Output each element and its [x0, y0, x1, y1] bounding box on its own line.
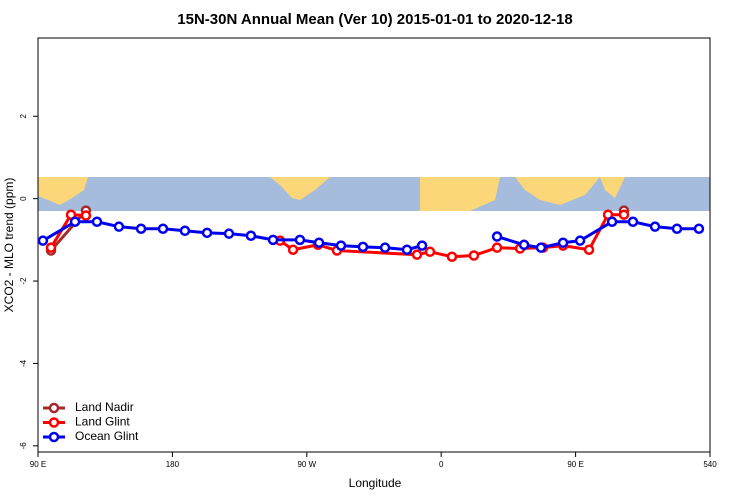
y-tick-label: -2 — [19, 277, 28, 285]
chart-title: 15N-30N Annual Mean (Ver 10) 2015-01-01 … — [177, 11, 572, 28]
point — [606, 216, 618, 227]
legend-label: Land Glint — [75, 415, 130, 429]
point — [649, 221, 661, 232]
point — [491, 242, 503, 253]
x-tick-label: 90 E — [567, 460, 583, 469]
point — [223, 228, 235, 239]
x-tick-label: 180 — [166, 460, 180, 469]
legend-marker — [48, 417, 60, 428]
point — [135, 223, 147, 234]
y-tick-label: -6 — [19, 442, 28, 450]
point — [113, 221, 125, 232]
point — [557, 237, 569, 248]
point — [535, 242, 547, 253]
plot-frame — [37, 37, 711, 453]
point — [287, 244, 299, 255]
point — [491, 231, 503, 242]
point — [80, 210, 92, 221]
legend-label: Land Nadir — [75, 400, 134, 414]
point — [379, 242, 391, 253]
point — [583, 244, 595, 255]
point — [335, 240, 347, 251]
y-tick-label: 0 — [19, 196, 28, 201]
point — [574, 235, 586, 246]
point — [245, 230, 257, 241]
point — [357, 241, 369, 253]
y-tick-label: -4 — [19, 359, 28, 367]
x-tick-label: 540 — [703, 460, 717, 469]
point — [294, 234, 306, 246]
point — [518, 239, 530, 251]
point — [37, 235, 49, 246]
legend-marker — [48, 431, 60, 443]
point — [468, 250, 480, 261]
point — [401, 244, 413, 255]
x-tick-label: 90 W — [297, 460, 316, 469]
point — [179, 225, 191, 237]
map-band — [38, 177, 710, 211]
point — [693, 223, 705, 234]
point — [446, 251, 458, 262]
point — [424, 246, 436, 258]
point — [201, 227, 213, 239]
point — [411, 249, 423, 260]
point — [671, 223, 683, 234]
y-tick-label: 2 — [19, 113, 28, 118]
point — [157, 223, 169, 234]
legend-marker — [48, 402, 60, 414]
y-axis-label: XCO2 - MLO trend (ppm) — [2, 178, 16, 313]
legend-label: Ocean Glint — [75, 429, 139, 443]
point — [618, 209, 630, 220]
x-axis-label: Longitude — [349, 476, 402, 490]
point — [69, 216, 81, 227]
point — [313, 237, 325, 248]
point — [627, 216, 639, 227]
point — [91, 216, 103, 227]
x-tick-label: 0 — [439, 460, 444, 469]
point — [416, 240, 428, 251]
point — [45, 242, 57, 253]
x-tick-label: 90 E — [30, 460, 46, 469]
point — [267, 234, 279, 246]
